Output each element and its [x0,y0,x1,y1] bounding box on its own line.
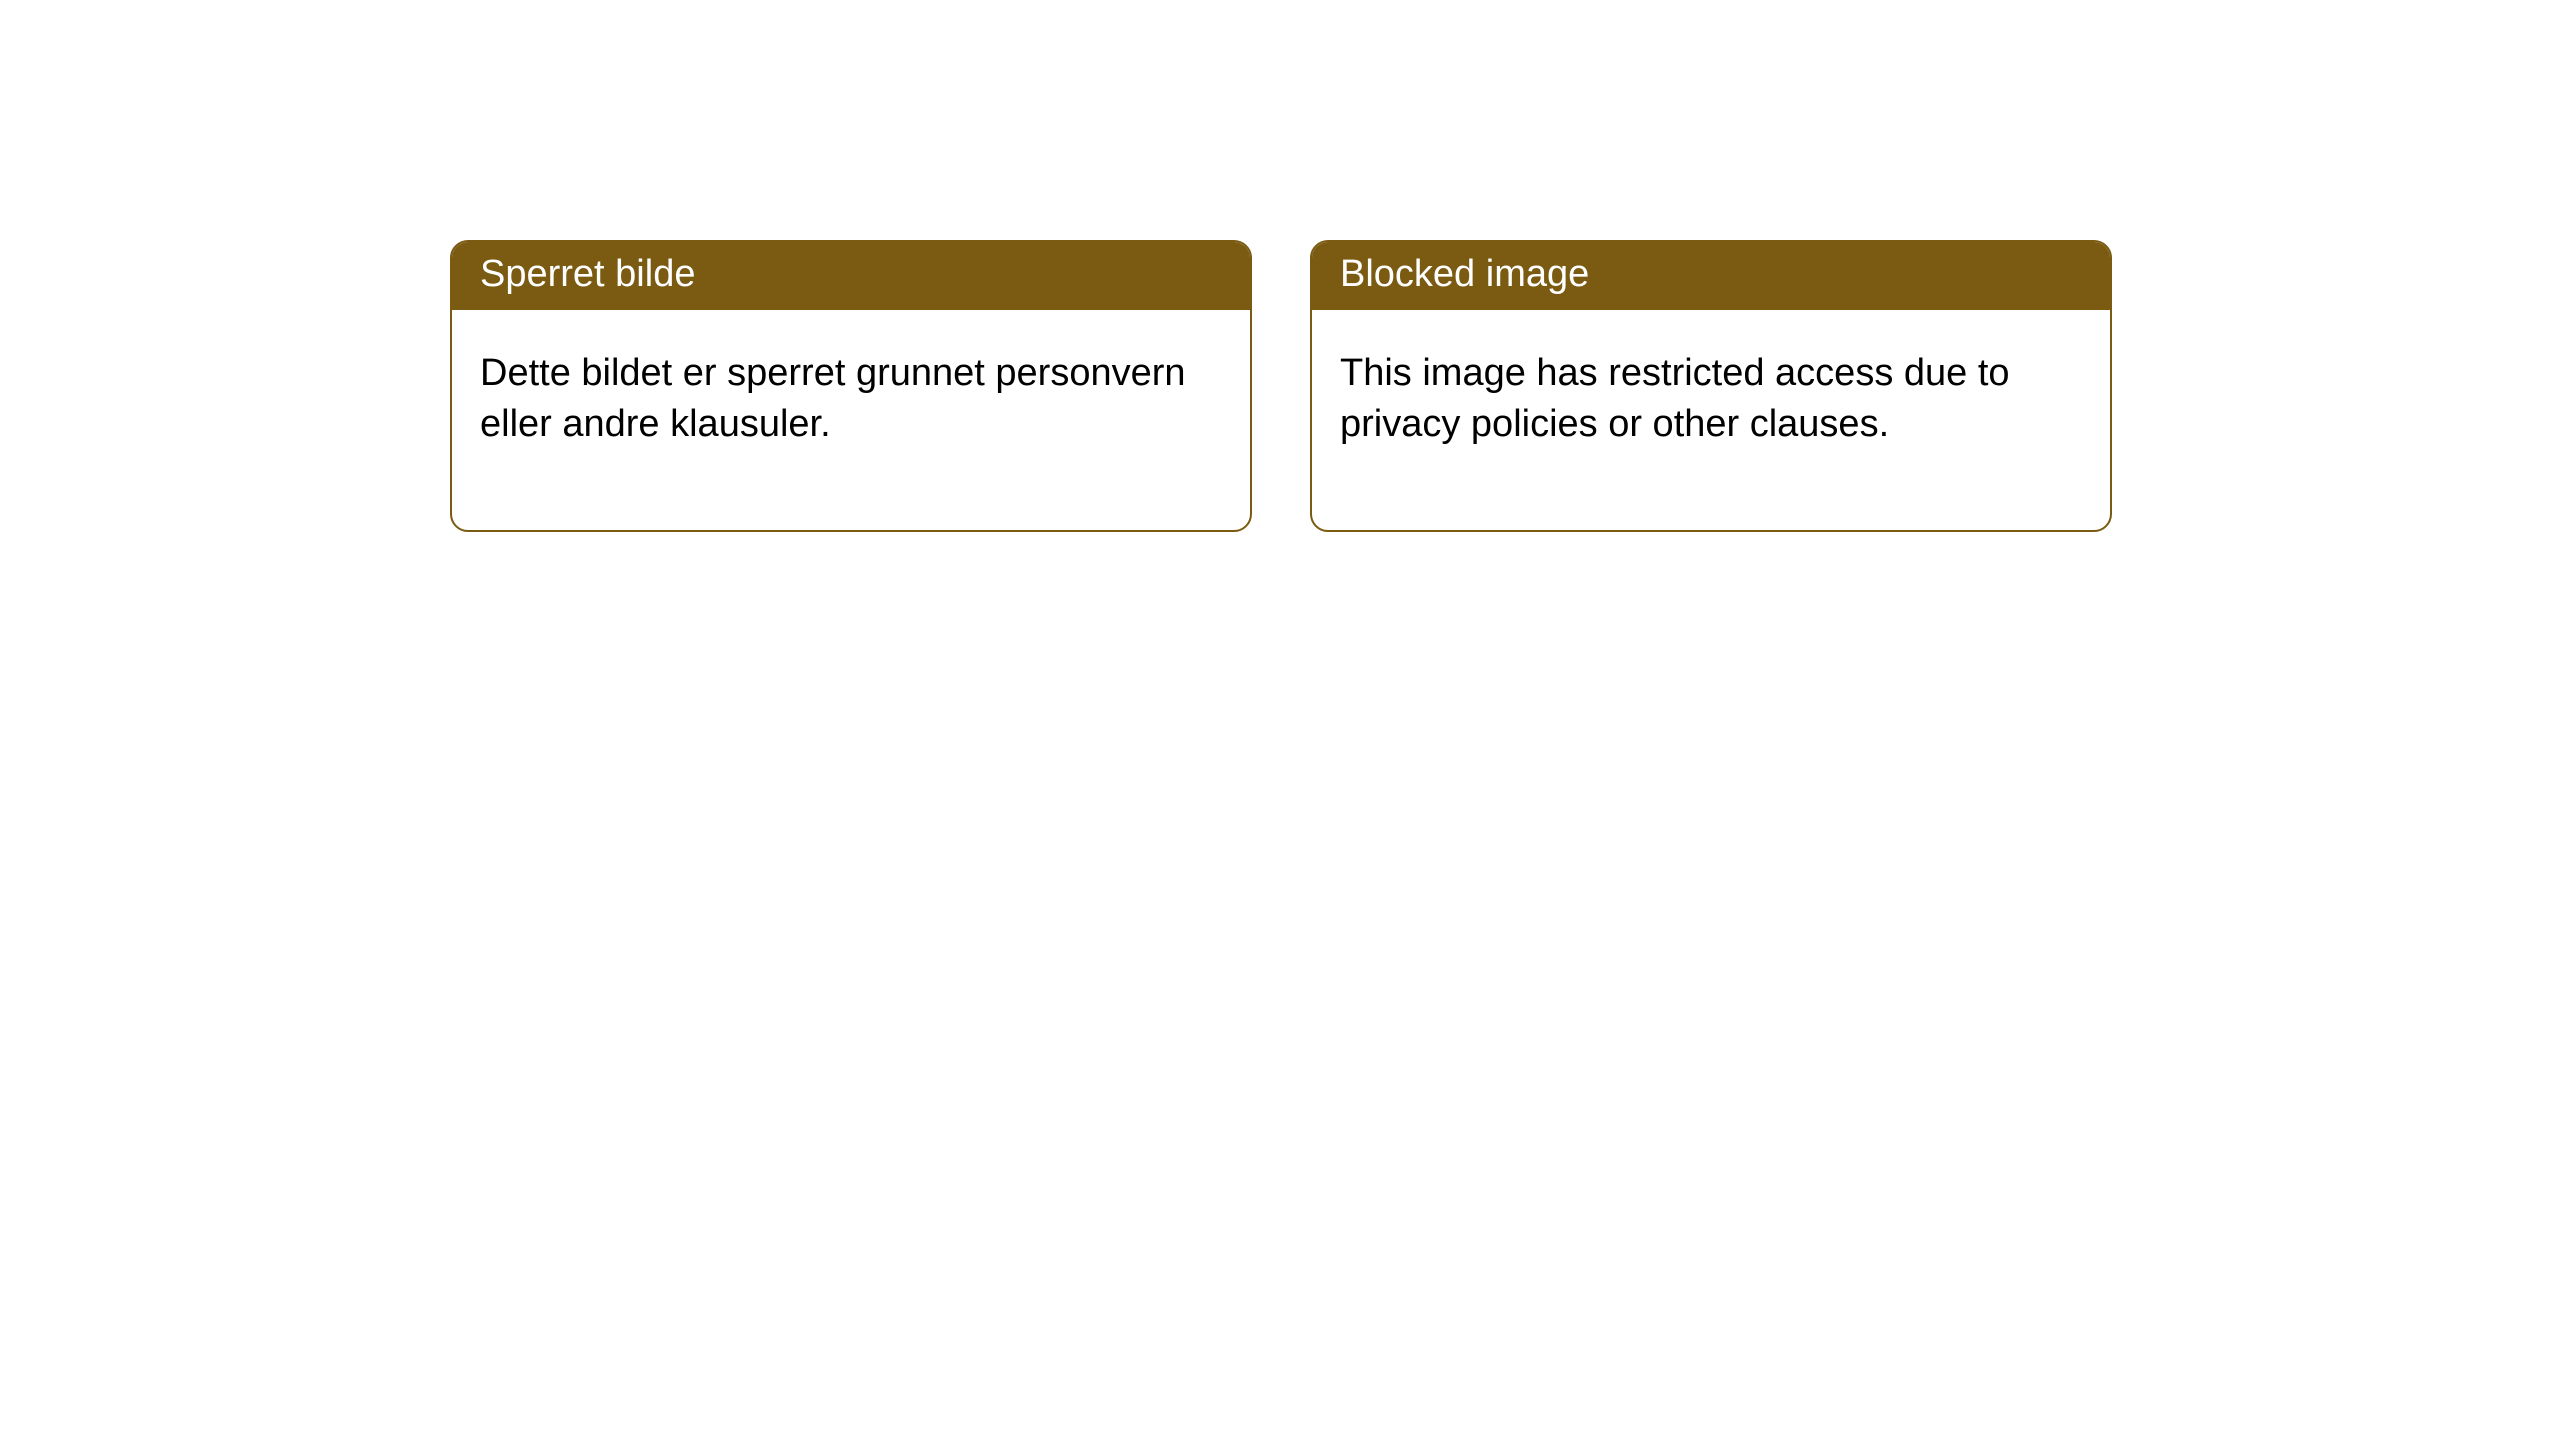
notice-box-no: Sperret bilde Dette bildet er sperret gr… [450,240,1252,532]
notice-body-en: This image has restricted access due to … [1312,310,2110,531]
notice-body-no: Dette bildet er sperret grunnet personve… [452,310,1250,531]
notice-container: Sperret bilde Dette bildet er sperret gr… [0,0,2560,532]
notice-header-no: Sperret bilde [452,242,1250,310]
notice-header-en: Blocked image [1312,242,2110,310]
notice-box-en: Blocked image This image has restricted … [1310,240,2112,532]
